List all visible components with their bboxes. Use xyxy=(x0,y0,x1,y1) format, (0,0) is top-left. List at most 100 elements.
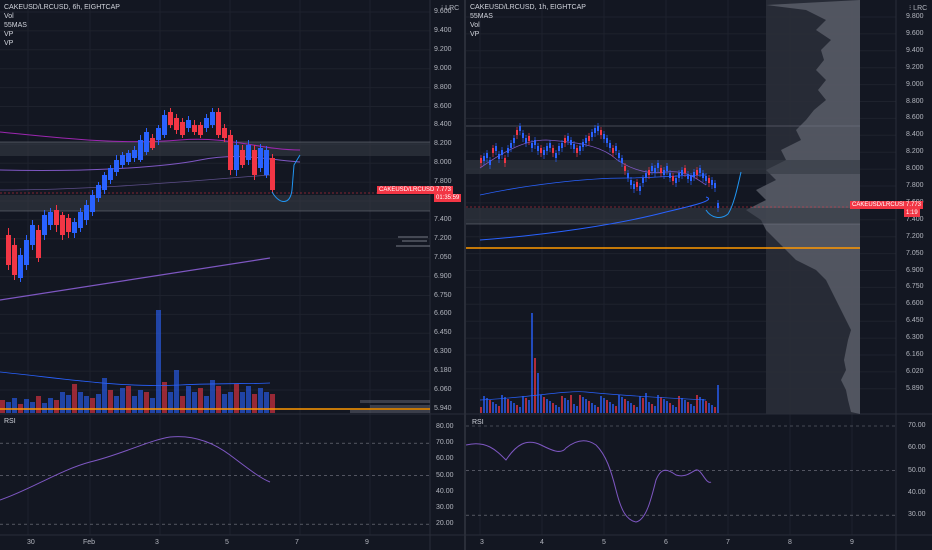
left-rsi-tick: 40.00 xyxy=(436,487,454,495)
right-candle xyxy=(687,174,689,179)
right-currency-label[interactable]: ⁝ LRC xyxy=(909,5,928,12)
left-legend-vp2[interactable]: VP xyxy=(4,40,14,47)
right-candle xyxy=(579,146,581,151)
right-candle xyxy=(618,153,620,158)
right-countdown-tag: 1:19 xyxy=(904,209,920,217)
left-vp-bar xyxy=(396,245,430,247)
left-volume-bar xyxy=(36,396,41,413)
right-time-tick: 9 xyxy=(850,539,854,546)
left-volume-bar xyxy=(126,386,131,413)
right-volume-bar xyxy=(486,398,488,413)
right-volume-bar xyxy=(642,398,644,413)
right-volume-bar xyxy=(654,406,656,413)
right-candle xyxy=(597,126,599,131)
left-legend-ma[interactable]: 55MAS xyxy=(4,22,27,29)
left-volume-bar xyxy=(228,392,233,413)
left-volume-bar xyxy=(216,386,221,413)
right-volume-bar xyxy=(495,404,497,413)
right-volume-bar xyxy=(711,405,713,413)
left-volume-bar xyxy=(0,400,5,413)
right-price-tick: 6.750 xyxy=(906,283,924,291)
left-volume-bar xyxy=(120,388,125,413)
left-volume-bar xyxy=(204,396,209,413)
right-rsi-label[interactable]: RSI xyxy=(472,419,484,426)
left-candle xyxy=(252,150,257,175)
right-time-tick: 3 xyxy=(480,539,484,546)
right-candle xyxy=(546,146,548,151)
right-candle xyxy=(672,176,674,181)
left-long-ma xyxy=(0,257,271,301)
right-volume-bar xyxy=(558,407,560,413)
right-volume-bar xyxy=(606,400,608,413)
left-ma-line xyxy=(0,131,301,151)
left-volume-bar xyxy=(168,392,173,413)
left-volume-bar xyxy=(162,382,167,413)
right-candle xyxy=(675,178,677,183)
right-legend-symbol[interactable]: CAKEUSD/LRCUSD, 1h, EIGHTCAP xyxy=(470,4,586,11)
right-price-tick: 8.800 xyxy=(906,97,924,105)
right-candle xyxy=(663,170,665,175)
right-chart-panel[interactable]: CAKEUSD/LRCUSD, 1h, EIGHTCAP 55MAS Vol V… xyxy=(466,0,932,550)
right-price-tick: 6.450 xyxy=(906,317,924,325)
right-rsi-tick: 40.00 xyxy=(908,488,926,496)
right-candle xyxy=(657,163,659,168)
right-candle xyxy=(483,156,485,161)
left-volume-bar xyxy=(72,384,77,413)
right-volume-bar xyxy=(540,395,542,413)
left-volume-bar xyxy=(60,392,65,413)
left-chart-panel[interactable]: CAKEUSD/LRCUSD, 6h, EIGHTCAP Vol 55MAS V… xyxy=(0,0,464,550)
right-volume-bar xyxy=(708,403,710,413)
left-price-tick: 6.900 xyxy=(434,272,452,280)
left-rsi-label[interactable]: RSI xyxy=(4,418,16,425)
left-candle xyxy=(222,128,227,138)
left-price-tick: 8.200 xyxy=(434,140,452,148)
left-chart-canvas[interactable] xyxy=(0,0,464,550)
left-price-tick: 8.000 xyxy=(434,159,452,167)
panel-divider[interactable] xyxy=(464,0,466,550)
right-candle xyxy=(708,178,710,183)
right-volume-bar xyxy=(663,399,665,413)
right-candle xyxy=(615,146,617,151)
left-volume-bar xyxy=(66,395,71,413)
right-candle xyxy=(585,138,587,143)
right-volume-bar xyxy=(675,407,677,413)
right-candle xyxy=(606,138,608,143)
left-candle xyxy=(114,160,119,172)
right-candle xyxy=(543,150,545,155)
left-currency-label[interactable]: ⁝ LRC xyxy=(441,5,460,12)
right-candle xyxy=(636,182,638,187)
right-candle xyxy=(492,148,494,153)
left-candle xyxy=(162,115,167,135)
left-time-tick: 7 xyxy=(295,539,299,546)
right-volume-bar xyxy=(489,400,491,413)
right-legend-vp[interactable]: VP xyxy=(470,31,480,38)
right-volume-bar xyxy=(588,401,590,413)
right-chart-canvas[interactable] xyxy=(466,0,932,550)
right-candle xyxy=(630,180,632,185)
right-candle xyxy=(537,146,539,151)
right-candle xyxy=(642,178,644,183)
right-candle xyxy=(693,172,695,177)
right-legend-vol[interactable]: Vol xyxy=(470,22,480,29)
left-legend-symbol[interactable]: CAKEUSD/LRCUSD, 6h, EIGHTCAP xyxy=(4,4,120,11)
right-price-tag: 7.773 xyxy=(904,201,924,209)
left-volume-bar xyxy=(156,310,161,413)
right-price-tick: 7.400 xyxy=(906,215,924,223)
right-rsi-tick: 50.00 xyxy=(908,466,926,474)
right-volume-bar xyxy=(522,396,524,413)
left-time-tick: 9 xyxy=(365,539,369,546)
right-legend-ma[interactable]: 55MAS xyxy=(470,13,493,20)
left-legend-vp1[interactable]: VP xyxy=(4,31,14,38)
left-vp-bar xyxy=(360,400,430,403)
right-candle xyxy=(582,142,584,147)
left-volume-bar xyxy=(252,394,257,413)
right-volume-bar xyxy=(633,405,635,413)
left-legend-vol[interactable]: Vol xyxy=(4,13,14,20)
left-candle xyxy=(144,132,149,152)
left-volume-bar xyxy=(264,392,269,413)
right-price-tick: 9.200 xyxy=(906,63,924,71)
right-ma-long xyxy=(479,196,709,241)
left-candle xyxy=(30,225,35,245)
left-volume-bar xyxy=(78,392,83,413)
left-vp-bar xyxy=(398,236,428,238)
